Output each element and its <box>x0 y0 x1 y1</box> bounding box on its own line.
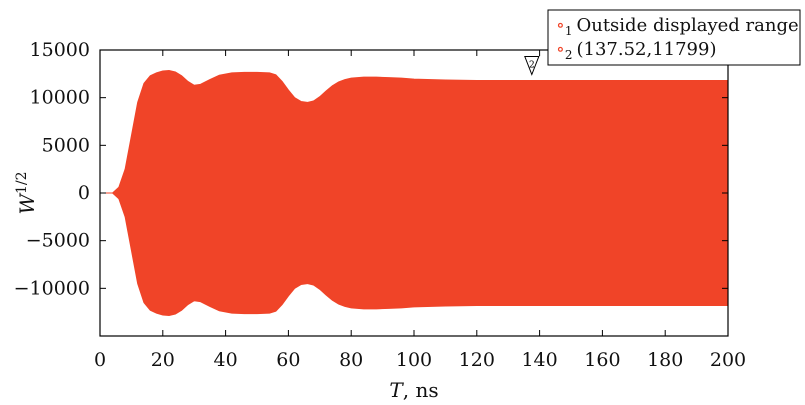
series-envelope <box>100 69 729 317</box>
x-tick-label: 120 <box>459 349 495 371</box>
x-axis-ticks: 0 20 40 60 80 100 120 140 160 180 200 <box>94 50 746 371</box>
datatip-triangle <box>524 56 540 76</box>
datatip-marker: 2 <box>524 56 540 76</box>
y-axis-label-base: W <box>15 193 39 215</box>
x-axis-label-var: T <box>389 378 404 402</box>
y-tick-label: 10000 <box>30 87 90 109</box>
x-tick-label: 0 <box>94 349 106 371</box>
y-tick-label: −10000 <box>14 277 90 299</box>
plot-area <box>100 69 729 317</box>
legend-box <box>547 9 801 66</box>
y-axis-ticks: 15000 10000 5000 0 −5000 −10000 <box>14 39 728 299</box>
x-tick-label: 140 <box>521 349 557 371</box>
x-tick-label: 100 <box>396 349 432 371</box>
x-tick-label: 180 <box>647 349 683 371</box>
y-tick-label: −5000 <box>26 230 90 252</box>
legend-entry-1: ∘1 Outside displayed range <box>556 15 799 38</box>
legend-entry-2: ∘2 (137.52,11799) <box>556 39 716 62</box>
legend: ∘1 Outside displayed range ∘2 (137.52,1179… <box>547 9 801 66</box>
x-tick-label: 60 <box>276 349 300 371</box>
y-tick-label: 5000 <box>42 134 90 156</box>
x-axis-label: T, ns <box>389 378 438 402</box>
y-tick-label: 15000 <box>30 39 90 61</box>
x-tick-label: 40 <box>214 349 238 371</box>
datatip-label: 2 <box>529 61 535 71</box>
x-tick-label: 80 <box>339 349 363 371</box>
x-tick-label: 20 <box>151 349 175 371</box>
x-axis-label-unit: , ns <box>403 378 439 402</box>
x-tick-label: 200 <box>710 349 746 371</box>
y-tick-label: 0 <box>78 182 90 204</box>
x-tick-label: 160 <box>584 349 620 371</box>
y-axis-label: W1/2 <box>14 171 39 214</box>
y-axis-label-exp: 1/2 <box>14 171 30 194</box>
